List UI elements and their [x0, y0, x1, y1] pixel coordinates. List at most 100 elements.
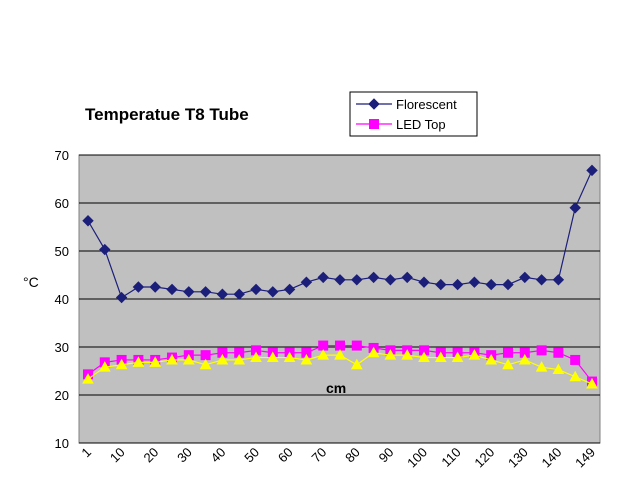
- data-point: [98, 361, 111, 372]
- y-tick-label: 70: [55, 148, 69, 163]
- data-point: [132, 281, 145, 293]
- data-point: [183, 286, 195, 298]
- data-point: [367, 346, 380, 358]
- x-axis-label: cm: [326, 380, 346, 396]
- series-unlabeled-2: [82, 346, 598, 389]
- data-point: [317, 349, 330, 360]
- data-point: [451, 278, 464, 291]
- data-point: [434, 351, 447, 363]
- data-point: [149, 356, 162, 367]
- data-point: [569, 370, 582, 382]
- legend-label: LED Top: [396, 117, 446, 132]
- series-layer: [82, 164, 598, 389]
- data-point: [519, 271, 531, 284]
- data-point: [266, 351, 279, 363]
- data-point: [250, 351, 262, 363]
- data-point: [267, 286, 279, 298]
- legend-box: [349, 91, 478, 137]
- data-point: [233, 353, 246, 365]
- data-point: [586, 164, 598, 177]
- data-point: [99, 243, 111, 256]
- data-point: [485, 353, 498, 365]
- data-point: [535, 274, 548, 286]
- data-point: [485, 278, 497, 291]
- data-point: [318, 340, 329, 351]
- data-point: [569, 202, 581, 214]
- y-tick-label: 10: [55, 436, 69, 451]
- x-tick-label: 110: [438, 445, 463, 470]
- data-point: [334, 274, 346, 286]
- x-tick-label: 100: [404, 445, 430, 471]
- x-tick-label: 50: [241, 445, 262, 466]
- data-point: [216, 288, 229, 300]
- y-axis-ticks: 10 20 30 40 50 60 70: [55, 148, 69, 451]
- data-point: [317, 271, 329, 284]
- data-point: [350, 358, 363, 370]
- data-point: [518, 353, 531, 365]
- y-tick-label: 30: [55, 340, 69, 355]
- x-tick-label: 20: [140, 445, 161, 466]
- x-tick-label: 140: [539, 445, 565, 471]
- x-tick-label: 40: [208, 445, 229, 466]
- data-point: [334, 349, 346, 360]
- data-point: [149, 281, 161, 293]
- data-point: [166, 283, 178, 296]
- data-point: [132, 356, 145, 367]
- data-point: [250, 283, 262, 296]
- data-point: [199, 286, 212, 298]
- data-point: [82, 373, 94, 384]
- data-point: [216, 353, 229, 365]
- data-point: [283, 283, 296, 296]
- legend-marker: [368, 98, 380, 110]
- data-point: [401, 271, 413, 284]
- data-point: [401, 349, 414, 360]
- x-tick-label: 70: [308, 445, 329, 466]
- data-point: [502, 278, 514, 291]
- x-tick-label: 130: [505, 445, 531, 471]
- data-point: [335, 340, 345, 351]
- y-tick-label: 40: [55, 292, 69, 307]
- x-tick-label: 120: [471, 445, 497, 471]
- data-point: [351, 274, 363, 286]
- x-tick-label: 149: [572, 445, 598, 471]
- x-axis-ticks: 1 10 20 30 40 50 60 70 80 90 100 110 120 130 140 149: [78, 445, 598, 471]
- data-point: [283, 351, 296, 363]
- data-point: [552, 363, 565, 375]
- legend-label: Florescent: [396, 97, 457, 112]
- data-point: [451, 351, 464, 363]
- data-point: [233, 288, 245, 300]
- x-tick-label: 80: [342, 445, 363, 466]
- gridlines: [79, 154, 600, 444]
- data-point: [199, 358, 212, 370]
- x-tick-label: 10: [107, 445, 128, 466]
- y-tick-label: 60: [55, 196, 69, 211]
- x-tick-label: 30: [174, 445, 195, 466]
- data-point: [300, 353, 313, 365]
- series-florescent: [82, 164, 598, 304]
- data-point: [570, 354, 581, 365]
- data-point: [418, 276, 430, 288]
- data-point: [200, 350, 211, 361]
- x-tick-label: 60: [275, 445, 296, 466]
- y-axis-label: °C: [23, 274, 39, 290]
- data-point: [182, 353, 195, 365]
- data-point: [435, 278, 447, 291]
- legend-marker: [369, 119, 379, 129]
- chart-title: Temperatue T8 Tube: [85, 105, 249, 124]
- y-tick-label: 20: [55, 388, 69, 403]
- data-point: [115, 291, 128, 304]
- data-point: [468, 349, 481, 360]
- data-point: [300, 276, 313, 288]
- data-point: [351, 340, 362, 351]
- legend: Florescent LED Top: [349, 91, 478, 137]
- data-point: [82, 215, 94, 227]
- data-point: [536, 345, 547, 356]
- data-point: [367, 271, 380, 284]
- data-point: [552, 274, 565, 286]
- data-point: [166, 353, 178, 365]
- x-tick-label: 90: [376, 445, 397, 466]
- data-point: [535, 361, 548, 372]
- data-point: [586, 377, 598, 389]
